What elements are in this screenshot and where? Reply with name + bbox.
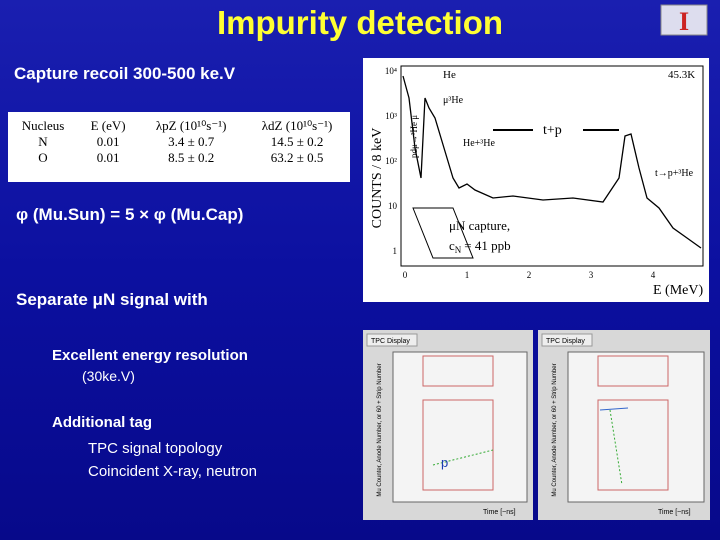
sub: N — [455, 245, 462, 255]
tpc-panel: TPC Display Mu Counter, Anode Number, or… — [538, 330, 710, 520]
spectrum: COUNTS / 8 keV E (MeV) 45.3K 10⁴10³10²10… — [363, 58, 709, 302]
energy: Excellent energy resolution — [52, 347, 248, 364]
svg-text:I: I — [679, 7, 689, 36]
p-label: p — [441, 455, 448, 470]
th: Nucleus — [21, 118, 65, 133]
tpc-title: TPC Display — [546, 338, 585, 345]
c: c — [449, 238, 455, 253]
tpc-ylabel: Mu Counter, Anode Number, or 60 + Strip … — [552, 363, 558, 496]
tpc-xlabel: Time [~ns] — [483, 509, 516, 516]
th: λdZ (10¹⁰s⁻¹) — [261, 118, 333, 133]
th: E (eV) — [90, 118, 126, 133]
separate: Separate μN signal with — [16, 290, 208, 309]
peak-label: He — [443, 69, 456, 81]
peak-label: He+³He — [463, 138, 496, 149]
capture: Capture recoil 300-500 ke.V — [14, 64, 236, 83]
topology: TPC signal topology — [88, 440, 223, 457]
total: 45.3K — [668, 69, 695, 81]
table: Nucleus E (eV) λpZ (10¹⁰s⁻¹) λdZ (10¹⁰s⁻¹) … — [8, 118, 350, 166]
table-panel: Nucleus E (eV) λpZ (10¹⁰s⁻¹) λdZ (10¹⁰s⁻¹) … — [8, 112, 350, 182]
tag: Additional tag — [52, 414, 152, 431]
td: 14.5 ± 0.2 — [270, 134, 324, 149]
ppb: = 41 ppb — [464, 238, 510, 253]
resolution: (30ke.V) — [82, 368, 135, 384]
x-tick-label: 1 — [465, 270, 470, 280]
th: λpZ (10¹⁰s⁻¹) — [155, 118, 227, 133]
conc: cN = 41 ppb — [449, 238, 511, 255]
x-label: E (MeV) — [653, 283, 703, 298]
x-tick-label: 0 — [403, 270, 408, 280]
capture: μN capture, — [449, 218, 510, 233]
y-tick-label: 10 — [388, 201, 398, 211]
y-tick-label: 1 — [393, 246, 398, 256]
y-tick-label: 10³ — [385, 111, 397, 121]
x-tick-label: 2 — [527, 270, 532, 280]
x-tick-label: 3 — [589, 270, 594, 280]
td: 3.4 ± 0.7 — [168, 134, 215, 149]
td: 63.2 ± 0.5 — [270, 150, 324, 165]
logo: I — [660, 4, 708, 36]
y-label: COUNTS / 8 keV — [370, 128, 385, 229]
phi: φ (Mu.Sun) = 5 × φ (Mu.Cap) — [16, 205, 244, 224]
tpc-title: TPC Display — [371, 338, 410, 345]
x-tick-label: 4 — [651, 270, 656, 280]
tpc-xlabel: Time [~ns] — [658, 509, 691, 516]
capture-curve — [412, 207, 474, 259]
td: 8.5 ± 0.2 — [168, 150, 215, 165]
td: 0.01 — [96, 134, 120, 149]
peak-label: pdμ→³He μ — [409, 115, 419, 158]
tpc-ylabel: Mu Counter, Anode Number, or 60 + Strip … — [377, 363, 383, 496]
coincident: Coincident X-ray, neutron — [88, 463, 257, 480]
td: N — [38, 134, 48, 149]
peak-label: μ³He — [443, 95, 464, 106]
tpc-panel: TPC Display Mu Counter, Anode Number, or… — [363, 330, 533, 520]
td: O — [38, 150, 48, 165]
peak-label: t+p — [543, 123, 562, 138]
title: Impurity detection — [216, 4, 504, 41]
td: 0.01 — [96, 150, 120, 165]
y-tick-label: 10² — [385, 156, 397, 166]
y-tick-label: 10⁴ — [385, 66, 397, 76]
spectrum-curve — [402, 75, 702, 249]
peak-label: t→p+³He — [655, 168, 694, 179]
